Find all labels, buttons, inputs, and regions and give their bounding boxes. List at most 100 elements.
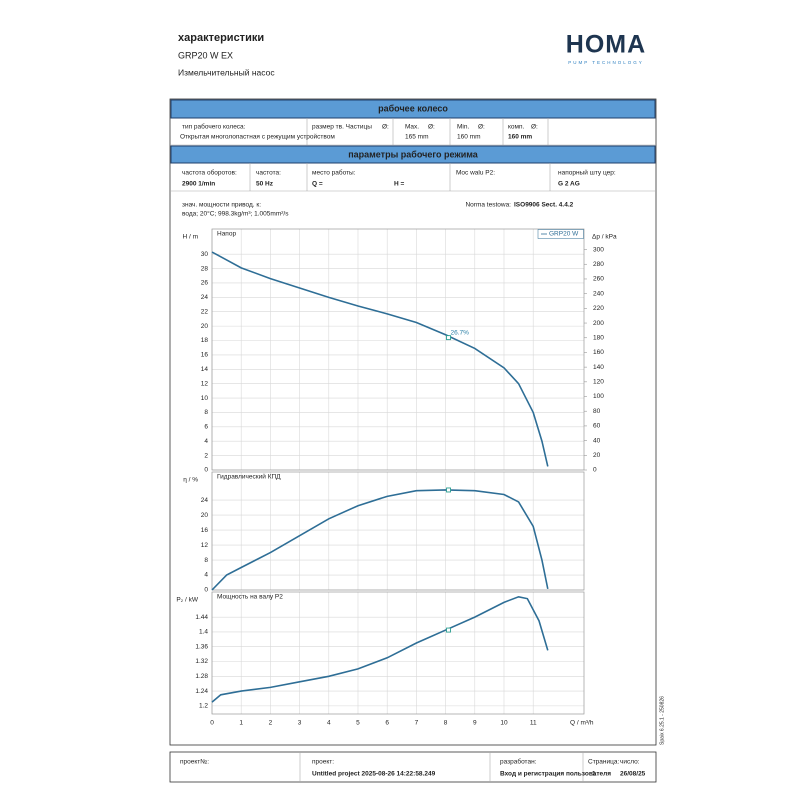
section-title: рабочее колесо <box>378 103 448 113</box>
y2-tick-label: 100 <box>593 393 604 400</box>
note: ISO9906 Sect. 4.4.2 <box>514 202 574 209</box>
y-tick-label: 22 <box>201 308 209 315</box>
footer-frame <box>169 751 657 783</box>
label: частота оборотов: <box>182 169 237 177</box>
label: Moc walu P2: <box>456 170 495 177</box>
y-tick-label: 10 <box>201 395 209 402</box>
note: Norma testowa: <box>465 202 511 209</box>
logo-tagline: PUMP TECHNOLOGY <box>568 60 644 65</box>
y2-tick-label: 180 <box>593 334 604 341</box>
operating-point <box>446 487 451 493</box>
x-axis-label: Q / m³/h <box>570 720 594 727</box>
label: размер тв. Частицы <box>312 124 372 131</box>
x-tick-label: 7 <box>415 720 419 727</box>
y2-axis-label: Δp / kPa <box>592 234 617 241</box>
value: 160 mm <box>508 134 532 141</box>
label: разработан: <box>500 758 537 766</box>
plot-frame <box>211 591 585 715</box>
y2-tick-label: 0 <box>593 467 597 474</box>
y-tick-label: 4 <box>204 438 208 445</box>
curve <box>211 595 549 703</box>
y2-tick-label: 80 <box>593 408 601 415</box>
operating-point <box>446 335 451 341</box>
value: G 2 AG <box>558 181 580 188</box>
x-tick-label: 1 <box>239 720 243 727</box>
outer-frame <box>169 98 657 746</box>
curve <box>211 489 549 591</box>
y-tick-label: 1.24 <box>195 688 208 695</box>
y-tick-label: 0 <box>204 587 208 594</box>
description: Измельчительный насос <box>178 67 275 77</box>
y-tick-label: 26 <box>201 280 209 287</box>
legend-box <box>537 229 584 239</box>
label: Ø: <box>382 124 389 131</box>
y2-tick-label: 220 <box>593 305 604 312</box>
x-tick-label: 2 <box>269 720 273 727</box>
impeller-grid <box>171 118 655 146</box>
label: Min. <box>457 124 469 131</box>
y-tick-label: 1.44 <box>195 614 208 621</box>
operating-header <box>170 145 656 164</box>
model: GRP20 W EX <box>178 50 233 60</box>
y-tick-label: 24 <box>201 294 209 301</box>
x-tick-label: 4 <box>327 720 331 727</box>
annotation: 26.7% <box>451 329 470 336</box>
label: комп. <box>508 124 525 131</box>
x-tick-label: 6 <box>385 720 389 727</box>
operating-point <box>446 627 451 633</box>
footer-grid <box>299 752 584 782</box>
y2-tick-label: 40 <box>593 437 601 444</box>
y-tick-label: 16 <box>201 527 209 534</box>
y2-tick-label: 20 <box>593 452 601 459</box>
curve <box>211 251 549 467</box>
x-tick-label: 9 <box>473 720 477 727</box>
y2-tick-label: 120 <box>593 379 604 386</box>
label: Q = <box>312 181 323 188</box>
plot-frame <box>211 471 585 591</box>
x-tick-label: 3 <box>298 720 302 727</box>
y-tick-label: 0 <box>204 467 208 474</box>
x-tick-label: 10 <box>500 720 508 727</box>
y2-tick-label: 160 <box>593 349 604 356</box>
y-tick-label: 24 <box>201 497 209 504</box>
y-tick-label: 14 <box>201 366 209 373</box>
y-tick-label: 1.28 <box>195 673 208 680</box>
y-axis-label: P₂ / kW <box>176 597 199 604</box>
label: число: <box>620 759 640 766</box>
title: характеристики <box>178 32 264 44</box>
y-tick-label: 1.32 <box>195 658 208 665</box>
x-tick-label: 8 <box>444 720 448 727</box>
value: Открытая многолопастная с режущим устрой… <box>180 133 335 141</box>
y-tick-label: 4 <box>204 572 208 579</box>
label: частота: <box>256 170 281 177</box>
y-axis-label: H / m <box>182 234 198 241</box>
y2-tick-label: 60 <box>593 423 601 430</box>
note: вода; 20°C; 998.3kg/m³; 1.005mm²/s <box>182 210 289 218</box>
y-axis-label: η / % <box>183 477 198 484</box>
y-tick-label: 8 <box>204 409 208 416</box>
value: Вход и регистрация пользователя <box>500 771 611 778</box>
y-tick-label: 1.36 <box>195 643 208 650</box>
label: проект№: <box>180 759 209 766</box>
label: Ø: <box>531 124 538 131</box>
value: 1 <box>592 771 596 778</box>
label: проект: <box>312 759 334 766</box>
label: Страница: <box>588 759 619 766</box>
y-tick-label: 8 <box>204 557 208 564</box>
y-tick-label: 20 <box>201 512 209 519</box>
y2-tick-label: 200 <box>593 320 604 327</box>
y-tick-label: 18 <box>201 337 209 344</box>
panel-title: Гидравлический КПД <box>217 473 281 481</box>
label: Ø: <box>478 124 485 131</box>
label: напорный шту цер: <box>558 169 616 177</box>
y-tick-label: 1.2 <box>199 703 208 710</box>
value: 26/08/25 <box>620 771 646 778</box>
label: Max. <box>405 124 419 131</box>
y2-tick-label: 280 <box>593 261 604 268</box>
y-tick-label: 20 <box>201 323 209 330</box>
y-tick-label: 2 <box>204 452 208 459</box>
side-note: Spaix 6.25.1 - 250826 <box>659 696 665 745</box>
impeller-header <box>170 99 656 119</box>
